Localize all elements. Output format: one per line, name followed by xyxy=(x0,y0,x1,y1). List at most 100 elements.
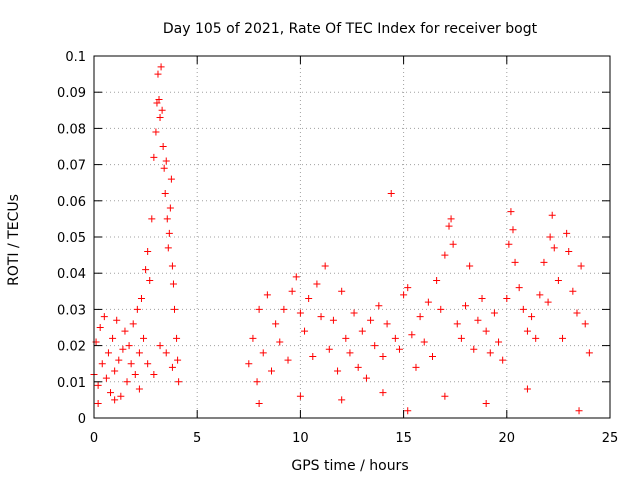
data-point xyxy=(338,396,346,404)
data-point xyxy=(152,128,160,136)
data-point xyxy=(255,305,263,313)
data-point xyxy=(313,280,321,288)
data-point xyxy=(404,284,412,292)
y-axis-label: ROTI / TECUs xyxy=(6,194,22,286)
data-point xyxy=(523,385,531,393)
data-point xyxy=(121,327,129,335)
data-point xyxy=(125,342,133,350)
data-point xyxy=(249,334,257,342)
y-tick-label: 0.08 xyxy=(57,122,86,137)
data-point xyxy=(559,334,567,342)
data-point xyxy=(554,276,562,284)
data-point xyxy=(416,313,424,321)
data-point xyxy=(321,262,329,270)
data-point xyxy=(159,143,167,150)
x-tick-label: 0 xyxy=(90,431,98,446)
data-point xyxy=(162,349,170,357)
axis-ticks: 0 0.01 0.02 0.03 0.04 0.05 0.06 0.07 0.08 0.09 0.1… xyxy=(57,50,618,446)
data-point xyxy=(111,396,119,404)
data-point xyxy=(150,153,158,161)
data-point xyxy=(146,276,154,284)
data-point xyxy=(391,334,399,342)
data-point xyxy=(585,349,593,357)
data-point xyxy=(131,371,139,379)
data-point xyxy=(107,389,115,397)
x-tick-label: 25 xyxy=(602,431,619,446)
y-tick-label: 0.01 xyxy=(57,376,86,391)
data-point xyxy=(94,381,102,389)
data-point xyxy=(168,363,176,371)
data-point xyxy=(156,114,164,122)
data-point xyxy=(98,360,106,368)
data-point xyxy=(276,338,284,346)
data-point xyxy=(387,190,395,198)
data-point xyxy=(367,316,375,324)
data-point xyxy=(503,295,511,303)
data-point xyxy=(113,316,121,324)
data-point xyxy=(135,385,143,393)
data-point xyxy=(482,400,490,408)
data-point xyxy=(288,287,296,295)
data-point xyxy=(412,363,420,371)
data-point xyxy=(575,407,583,415)
data-point xyxy=(259,349,267,357)
data-point xyxy=(441,392,449,400)
data-point xyxy=(515,284,523,292)
x-tick-label: 15 xyxy=(395,431,412,446)
data-point xyxy=(137,295,145,303)
y-tick-label: 0.03 xyxy=(57,303,86,318)
data-point xyxy=(420,338,428,346)
data-point xyxy=(437,305,445,313)
data-point xyxy=(268,367,276,375)
data-point xyxy=(383,320,391,328)
data-point xyxy=(346,349,354,357)
data-point xyxy=(140,334,148,342)
data-point xyxy=(581,320,589,328)
data-point xyxy=(325,345,333,353)
x-axis-label: GPS time / hours xyxy=(291,458,408,474)
y-tick-label: 0 xyxy=(78,412,86,427)
y-tick-label: 0.05 xyxy=(57,231,86,246)
data-point xyxy=(162,157,170,165)
data-point xyxy=(375,302,383,310)
data-point xyxy=(486,349,494,357)
y-tick-label: 0.04 xyxy=(57,267,86,282)
data-point xyxy=(532,334,540,342)
data-point xyxy=(263,291,271,299)
data-point xyxy=(102,374,110,382)
data-point xyxy=(474,316,482,324)
data-point xyxy=(255,400,263,408)
data-point xyxy=(156,342,164,350)
data-point xyxy=(104,349,112,357)
data-point xyxy=(167,175,175,183)
data-point xyxy=(142,266,150,274)
data-point xyxy=(272,320,280,328)
data-point xyxy=(509,226,517,234)
data-point xyxy=(334,367,342,375)
data-point xyxy=(96,324,104,331)
data-point xyxy=(528,313,536,321)
data-point xyxy=(453,320,461,328)
data-point xyxy=(148,215,156,223)
data-point xyxy=(169,280,177,288)
grid-lines xyxy=(94,56,610,418)
data-point xyxy=(470,345,478,353)
data-point xyxy=(342,334,350,342)
data-point xyxy=(280,305,288,313)
data-point xyxy=(511,258,519,266)
x-tick-label: 10 xyxy=(292,431,309,446)
data-point xyxy=(161,190,169,198)
data-point xyxy=(565,247,573,255)
data-point xyxy=(296,309,304,317)
data-point xyxy=(94,400,102,408)
data-point xyxy=(371,342,379,350)
data-point xyxy=(466,262,474,270)
data-point xyxy=(301,327,309,335)
data-point xyxy=(173,334,181,342)
data-point xyxy=(505,240,513,248)
data-point xyxy=(424,298,432,306)
data-point xyxy=(536,291,544,299)
data-point xyxy=(117,392,125,400)
data-point xyxy=(478,295,486,303)
data-point xyxy=(165,229,173,237)
